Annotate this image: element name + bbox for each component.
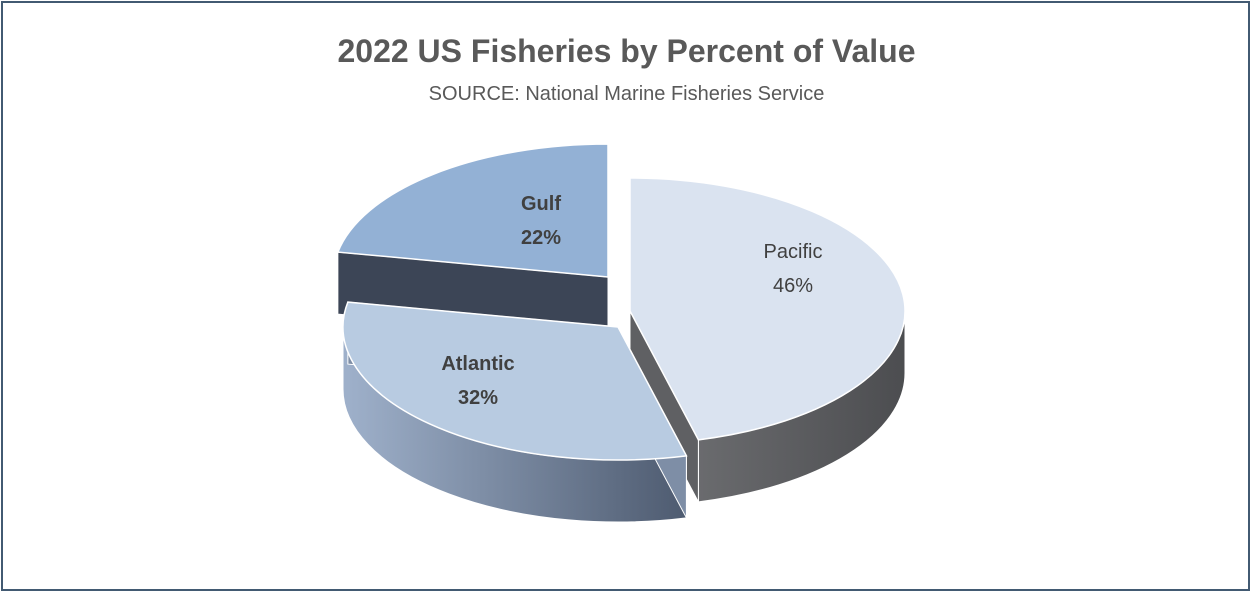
- pie-slice-atlantic-top: [342, 301, 688, 461]
- slice-label-gulf-value: 22%: [521, 227, 561, 249]
- pie-slice-pacific-top: [629, 177, 906, 441]
- slice-label-atlantic-value: 32%: [458, 387, 498, 409]
- slice-label-gulf-name: Gulf: [521, 193, 561, 215]
- pie-slice-gulf-top: [336, 143, 609, 278]
- slice-label-pacific-value: 46%: [773, 275, 813, 297]
- chart-title: 2022 US Fisheries by Percent of Value: [337, 33, 916, 69]
- pie-slice-atlantic: [342, 301, 688, 523]
- slice-label-atlantic-name: Atlantic: [441, 353, 514, 375]
- slice-label-pacific-name: Pacific: [764, 241, 823, 263]
- chart-subtitle: SOURCE: National Marine Fisheries Servic…: [428, 83, 825, 105]
